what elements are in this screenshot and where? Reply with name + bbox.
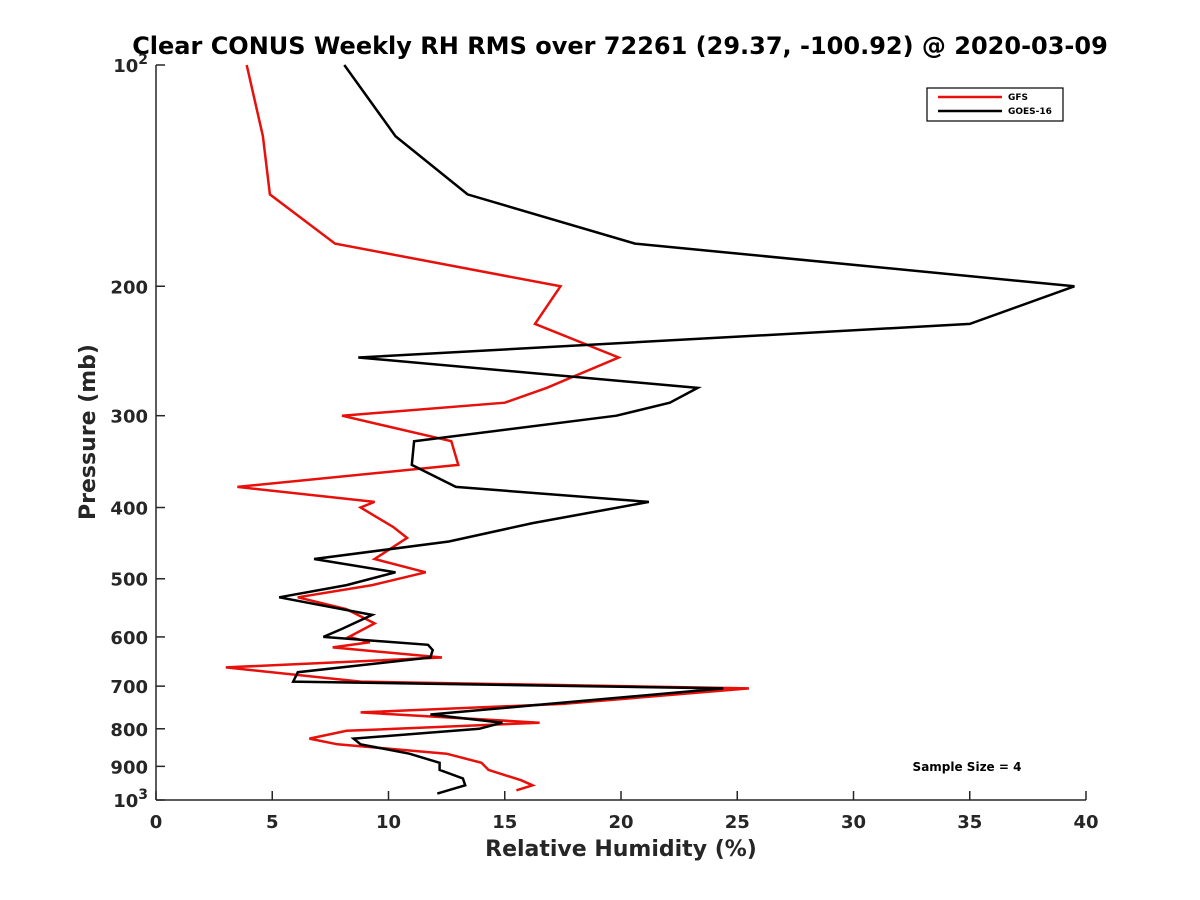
sample-size-annotation: Sample Size = 4 bbox=[913, 760, 1022, 774]
x-tick-label: 30 bbox=[841, 812, 866, 833]
y-tick-label: 103 bbox=[113, 787, 148, 812]
x-tick-label: 15 bbox=[492, 812, 517, 833]
legend-box bbox=[926, 87, 1064, 122]
x-axis-label: Relative Humidity (%) bbox=[485, 837, 757, 862]
y-axis-label: Pressure (mb) bbox=[76, 344, 101, 520]
y-tick-label: 300 bbox=[110, 407, 148, 428]
y-tick-label: 500 bbox=[110, 570, 148, 591]
x-tick-label: 5 bbox=[266, 812, 279, 833]
axes-layer bbox=[155, 65, 1086, 801]
legend: GFS GOES-16 bbox=[926, 87, 1064, 122]
y-ticks: 102 200 300 400 500 600 700 800 900 103 bbox=[110, 52, 165, 812]
x-tick-label: 10 bbox=[376, 812, 401, 833]
y-tick-label: 900 bbox=[110, 757, 148, 778]
x-tick-label: 35 bbox=[957, 812, 982, 833]
y-tick-label: 800 bbox=[110, 720, 148, 741]
y-tick-label: 400 bbox=[110, 499, 148, 520]
x-tick-label: 25 bbox=[725, 812, 750, 833]
y-tick-label: 200 bbox=[110, 277, 148, 298]
x-ticks: 0 5 10 15 20 25 30 35 40 bbox=[150, 791, 1099, 833]
series-line-goes16 bbox=[278, 64, 1075, 795]
y-tick-label: 700 bbox=[110, 677, 148, 698]
y-tick-label: 102 bbox=[113, 52, 148, 77]
y-tick-label: 600 bbox=[110, 628, 148, 649]
legend-label-gfs: GFS bbox=[1008, 93, 1028, 103]
chart-title: Clear CONUS Weekly RH RMS over 72261 (29… bbox=[132, 32, 1108, 60]
x-tick-label: 20 bbox=[608, 812, 633, 833]
series-layer bbox=[225, 64, 1075, 795]
x-tick-label: 40 bbox=[1073, 812, 1098, 833]
x-tick-label: 0 bbox=[150, 812, 163, 833]
series-line-gfs bbox=[225, 64, 750, 792]
legend-label-goes16: GOES-16 bbox=[1008, 107, 1052, 117]
